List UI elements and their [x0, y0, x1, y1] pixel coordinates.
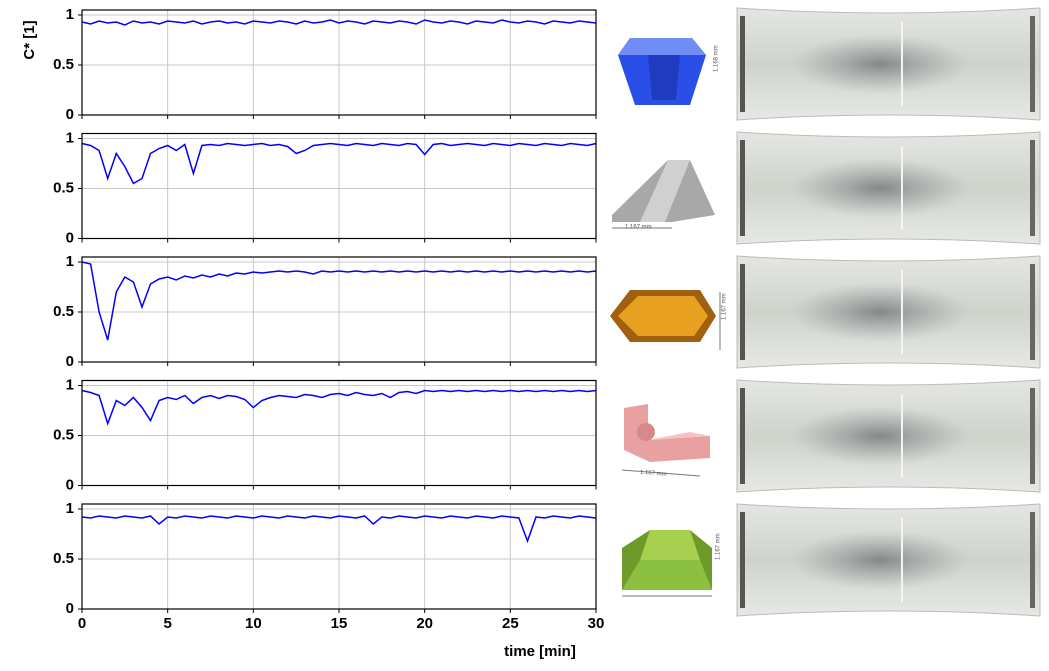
photo-edge	[740, 388, 745, 484]
data-line	[81, 19, 597, 26]
shape-pink	[621, 404, 710, 477]
y-tick-label: 0	[66, 229, 74, 246]
shape-blue	[618, 38, 706, 105]
sample-photo	[736, 503, 1041, 617]
photo-edge	[740, 16, 745, 112]
chart-panel: 0 0.5 1 1.167 mm	[53, 129, 652, 246]
photo-edge	[1030, 16, 1035, 112]
x-tick-label: 20	[416, 615, 433, 632]
sample-photo	[736, 255, 1041, 369]
y-tick-label: 0	[66, 476, 74, 493]
data-line	[81, 515, 597, 544]
shape-orange	[610, 290, 721, 350]
y-tick-label: 1	[66, 253, 74, 270]
photo-edge	[740, 264, 745, 360]
x-tick-label: 0	[78, 615, 86, 632]
photo-edge	[740, 140, 745, 236]
sample-photo	[736, 379, 1041, 493]
shape-dimension: 1.167 mm	[640, 470, 667, 478]
photos	[736, 7, 1041, 617]
photo-smudge	[790, 282, 970, 342]
plot-frame	[81, 132, 597, 240]
photo-edge	[1030, 388, 1035, 484]
charts: 0 0.5 1 C* [1] 1.168 mm 0 0.5 1 1.167 mm 0 0.5 1 1.1…	[21, 6, 728, 660]
y-tick-label: 1	[66, 129, 74, 146]
y-axis-label: C* [1]	[21, 20, 38, 59]
shape-dimension: 1.168 mm	[714, 45, 720, 72]
shape-dimension: 1.167 mm	[722, 293, 728, 320]
x-tick-label: 15	[331, 615, 348, 632]
photo-edge	[1030, 140, 1035, 236]
photo-edge	[1030, 264, 1035, 360]
y-tick-label: 0	[66, 353, 74, 370]
x-axis-label: time [min]	[504, 643, 576, 660]
plot-frame	[81, 503, 597, 610]
y-tick-label: 1	[66, 500, 74, 517]
shape-icons	[610, 38, 721, 597]
plot-frame	[81, 379, 597, 487]
photo-smudge	[790, 158, 970, 218]
shape-dimension: 1.167 mm	[716, 533, 722, 560]
y-tick-label: 0.5	[53, 56, 74, 73]
y-tick-label: 0.5	[53, 303, 74, 320]
plot-frame	[81, 256, 597, 363]
photo-edge	[1030, 512, 1035, 608]
y-tick-label: 0.5	[53, 179, 74, 196]
shape-gray	[612, 160, 715, 229]
x-tick-label: 30	[588, 615, 605, 632]
chart-panel: 0 0.5 1 C* [1] 1.168 mm	[21, 6, 720, 123]
shape-dimension: 1.167 mm	[625, 225, 652, 231]
chart-panel: 0 0.5 1 1.167 mm	[53, 376, 667, 493]
plot-frame	[81, 9, 597, 116]
y-tick-label: 0.5	[53, 550, 74, 567]
chart-panel: 0 0.5 1 1.167 mm	[53, 253, 727, 370]
x-tick-label: 10	[245, 615, 262, 632]
y-tick-label: 0	[66, 600, 74, 617]
data-line	[81, 261, 597, 341]
y-tick-label: 0.5	[53, 426, 74, 443]
x-tick-label: 25	[502, 615, 519, 632]
shape-green	[622, 530, 712, 597]
sample-photo	[736, 131, 1041, 245]
photo-edge	[740, 512, 745, 608]
photo-smudge	[790, 530, 970, 590]
photo-smudge	[790, 34, 970, 94]
y-tick-label: 1	[66, 376, 74, 393]
data-line	[81, 389, 597, 426]
photo-smudge	[790, 406, 970, 466]
data-line	[81, 142, 597, 185]
y-tick-label: 1	[66, 6, 74, 23]
x-tick-label: 5	[163, 615, 171, 632]
sample-photo	[736, 7, 1041, 121]
y-tick-label: 0	[66, 106, 74, 123]
